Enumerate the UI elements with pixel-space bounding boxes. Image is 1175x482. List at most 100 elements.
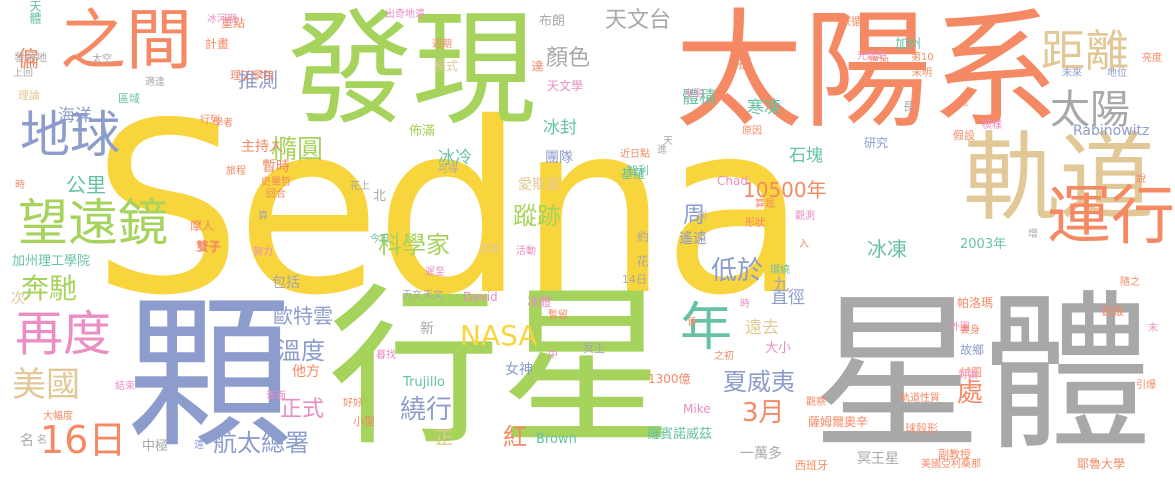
word: 團隊	[545, 150, 573, 166]
word: 假設	[953, 129, 975, 142]
word: 地球	[20, 106, 120, 164]
word: 冰冷	[438, 148, 472, 168]
word: 結束	[115, 381, 135, 392]
word: 隨之	[1120, 277, 1140, 288]
word: 新	[420, 321, 434, 337]
word: 布朗	[539, 14, 566, 29]
word: 名	[20, 433, 34, 449]
word: 繞行	[400, 395, 453, 425]
word: 名	[37, 435, 47, 446]
word: 增	[1028, 229, 1038, 240]
word: 天文台	[605, 8, 672, 33]
word: David	[463, 290, 498, 304]
word: Mike	[683, 402, 711, 416]
word: 發現	[288, 0, 537, 142]
word: 顆	[127, 278, 292, 470]
word: 天	[663, 136, 673, 147]
word: 愛斯基	[518, 177, 560, 193]
word: 試圖	[960, 366, 982, 379]
word: 身影	[684, 89, 704, 100]
word: 今日	[370, 234, 390, 245]
word: 副教授	[938, 448, 971, 461]
word: 未明	[912, 68, 932, 79]
word: 之初	[714, 351, 734, 362]
word: Sedna	[92, 72, 807, 347]
word: 處	[957, 378, 984, 408]
word: 長	[903, 100, 914, 113]
word: 顏色	[546, 46, 591, 71]
word: 花	[635, 255, 649, 267]
word: 進	[657, 145, 667, 156]
word: 紅	[503, 423, 527, 451]
word: 花上	[350, 181, 370, 192]
word: 故鄉	[960, 343, 985, 357]
word: 摩人	[190, 219, 215, 233]
word: 10500年	[743, 178, 827, 202]
word: 努力	[253, 247, 273, 258]
word: 表面	[266, 391, 286, 402]
word: Chad	[717, 174, 748, 188]
word: 遙遠	[679, 231, 707, 247]
word: 太陽系	[675, 0, 1060, 146]
word: 地位	[1107, 68, 1127, 79]
word: 佈滿	[409, 124, 436, 139]
word: 妻身	[960, 325, 980, 336]
word: 適逢	[145, 77, 165, 88]
word: 冰封	[543, 118, 577, 138]
word: 提	[736, 56, 752, 70]
word: 軌道性質	[900, 393, 940, 404]
word: 模式	[434, 59, 459, 73]
word: 上回	[13, 68, 33, 79]
word: 區域	[118, 92, 140, 105]
word: 末	[1148, 323, 1158, 334]
word: 歐特雲	[273, 304, 333, 328]
word: 超級	[1102, 305, 1124, 318]
word: 體積	[682, 88, 716, 108]
word: 皆	[687, 317, 697, 328]
word: 雙子	[197, 240, 222, 254]
word: 算是	[755, 199, 775, 210]
word: 基羅	[621, 167, 646, 181]
word: 可得	[438, 164, 458, 175]
word: 1300億	[648, 372, 691, 386]
word: 球殼形	[905, 422, 938, 435]
word: 溫度	[277, 337, 325, 365]
word: 中極	[142, 439, 169, 454]
word: 引爆	[1136, 380, 1156, 391]
word: 近	[959, 97, 969, 108]
word: 好好	[343, 398, 363, 409]
word: 奔馳	[21, 272, 78, 305]
word: 望遠鏡	[18, 194, 168, 252]
word: 大小	[765, 341, 792, 356]
word: 推測	[238, 68, 278, 92]
word: 說	[1136, 174, 1146, 185]
word: 冥王	[583, 342, 605, 355]
word: 回合	[266, 189, 286, 200]
word: 加州理工學院	[12, 254, 91, 269]
word: 3月	[742, 398, 785, 428]
word: 增加	[869, 57, 889, 68]
word: 次	[11, 291, 25, 307]
word: Trujillo	[403, 375, 446, 390]
word: 距離	[1041, 26, 1129, 77]
word: 入	[799, 239, 809, 250]
word: 直徑	[771, 288, 805, 308]
word: 冰凍	[867, 237, 907, 261]
word: 計畫	[205, 37, 230, 51]
word: 遠去	[745, 318, 779, 338]
word: 形狀	[745, 218, 765, 229]
word: 理工學院	[230, 69, 274, 82]
word: 寒凍	[747, 98, 781, 118]
word: 科學家	[378, 231, 450, 259]
word: 冥王星	[857, 451, 899, 467]
word: 天體	[28, 0, 42, 24]
word: 偏	[13, 47, 38, 69]
word: 遠	[194, 440, 204, 451]
word: 海洋	[58, 106, 92, 126]
word: 耶魯大學	[1077, 457, 1126, 471]
word: 軌道	[963, 122, 1155, 234]
word: 雙子	[196, 239, 221, 253]
word: 天文	[402, 290, 422, 301]
word: 再度	[15, 306, 112, 362]
